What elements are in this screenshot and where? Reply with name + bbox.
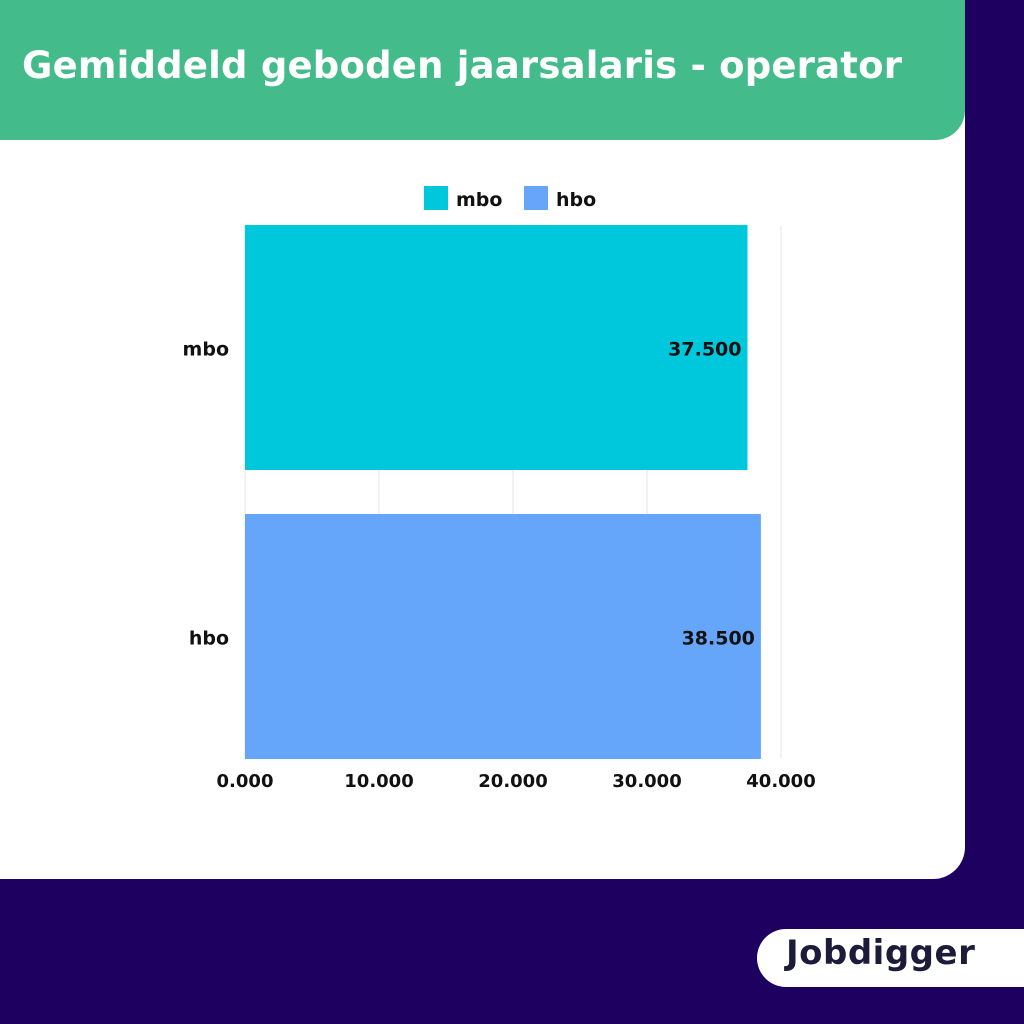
legend-label-hbo: hbo [556,189,596,211]
data-label-mbo: 37.500 [668,339,741,361]
bar-hbo [245,514,761,759]
page-title: Gemiddeld geboden jaarsalaris - operator [22,44,903,87]
x-tick-label: 40.000 [746,771,815,792]
x-tick-label: 20.000 [478,771,547,792]
legend-label-mbo: mbo [456,189,502,211]
header-banner: Gemiddeld geboden jaarsalaris - operator [0,0,965,140]
logo-badge [757,929,1024,987]
data-label-hbo: 38.500 [682,628,755,650]
category-label-hbo: hbo [189,628,229,650]
bar-mbo [245,225,748,470]
x-tick-label: 0.000 [217,771,274,792]
x-tick-label: 10.000 [344,771,413,792]
category-label-mbo: mbo [183,339,229,361]
x-tick-label: 30.000 [612,771,681,792]
legend-swatch-mbo [424,186,448,210]
legend-swatch-hbo [524,186,548,210]
brand-logo: Jobdigger [786,933,976,973]
